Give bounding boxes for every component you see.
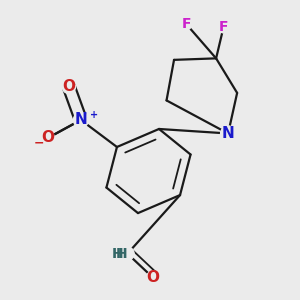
Text: +: + xyxy=(90,110,98,119)
Circle shape xyxy=(41,131,55,145)
Text: O: O xyxy=(41,130,54,146)
Text: F: F xyxy=(181,17,191,31)
Text: N: N xyxy=(222,126,235,141)
Text: H: H xyxy=(116,247,127,261)
Circle shape xyxy=(62,80,76,94)
Text: H: H xyxy=(112,247,124,261)
Circle shape xyxy=(218,21,230,33)
Circle shape xyxy=(74,112,88,128)
Text: F: F xyxy=(219,20,228,34)
Circle shape xyxy=(146,271,160,284)
Circle shape xyxy=(112,247,125,260)
Circle shape xyxy=(180,18,192,30)
Circle shape xyxy=(121,247,134,260)
Text: N: N xyxy=(74,112,87,128)
Text: −: − xyxy=(34,137,44,150)
Text: O: O xyxy=(146,270,160,285)
Circle shape xyxy=(220,126,236,141)
Text: O: O xyxy=(62,80,75,94)
